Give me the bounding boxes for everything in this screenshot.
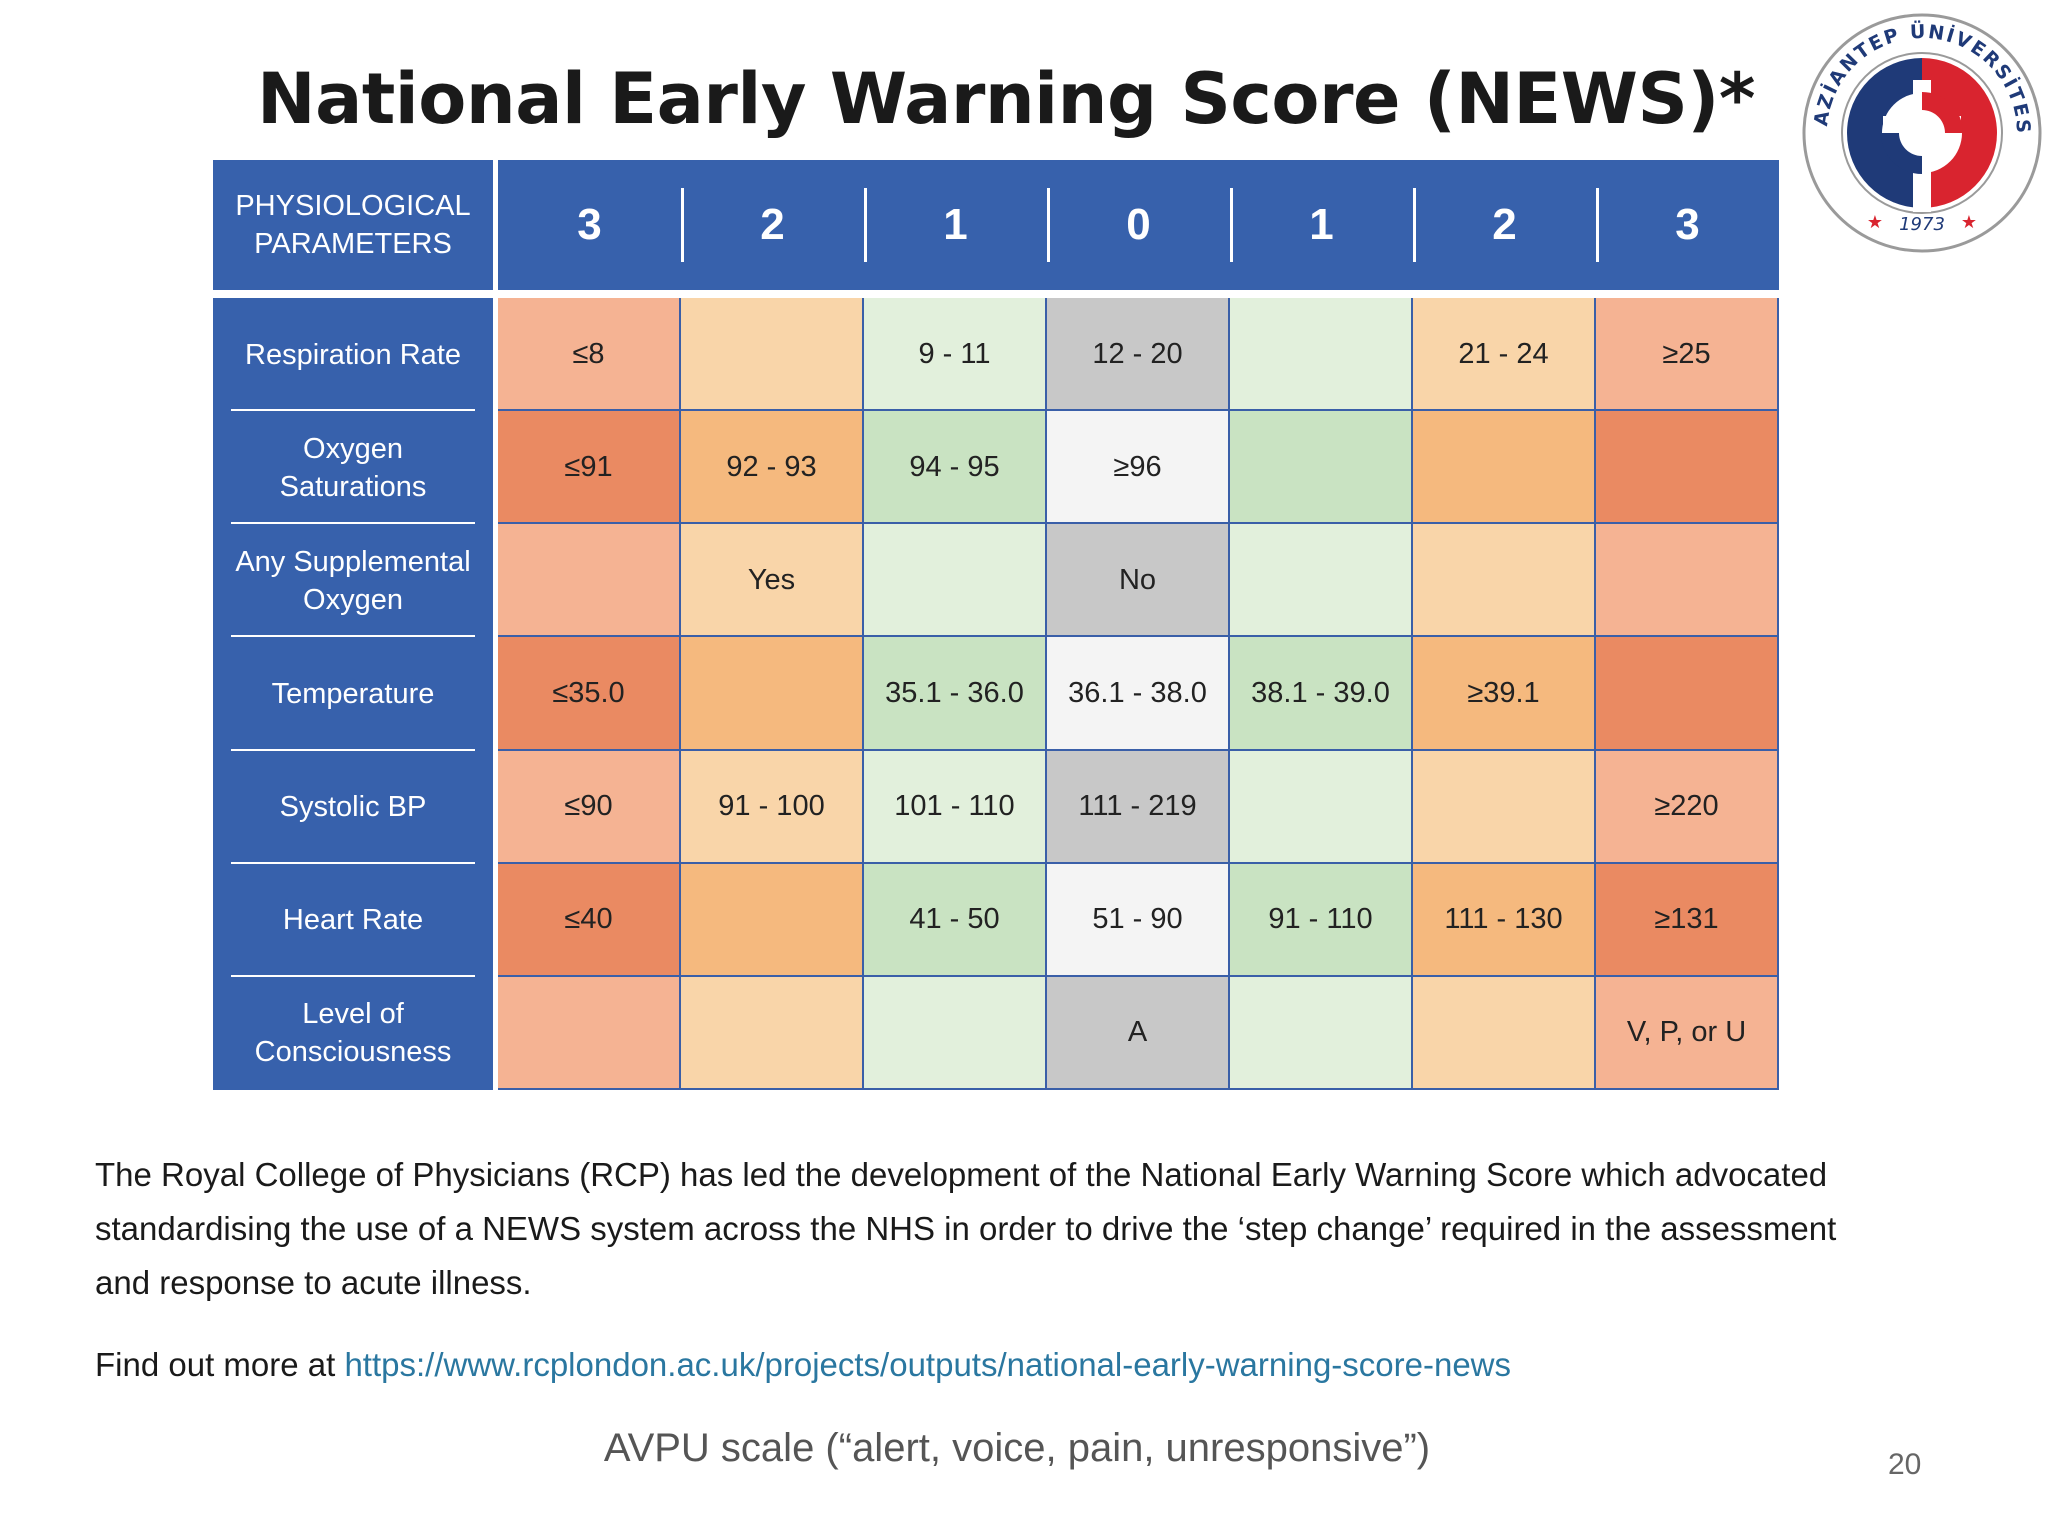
svg-text:★: ★ <box>1961 212 1977 232</box>
score-cell: 51 - 90 <box>1047 863 1230 977</box>
score-cell <box>864 524 1047 638</box>
score-cell: 35.1 - 36.0 <box>864 637 1047 751</box>
score-cell <box>681 637 864 751</box>
score-cell: V, P, or U <box>1596 976 1779 1090</box>
score-cell <box>1230 524 1413 638</box>
avpu-caption: AVPU scale (“alert, voice, pain, unrespo… <box>603 1426 1431 1470</box>
header-parameters: PHYSIOLOGICAL PARAMETERS <box>213 160 498 298</box>
score-cell: ≤35.0 <box>498 637 681 751</box>
parameter-label: Oxygen Saturations <box>213 411 498 525</box>
score-cell: No <box>1047 524 1230 638</box>
header-score: 3 <box>498 160 681 298</box>
score-cell <box>1230 411 1413 525</box>
parameter-label: Heart Rate <box>213 863 498 977</box>
score-cell: ≥39.1 <box>1413 637 1596 751</box>
find-more-label: Find out more at <box>95 1346 345 1383</box>
score-cell: 91 - 110 <box>1230 863 1413 977</box>
score-cell: ≥220 <box>1596 750 1779 864</box>
score-cell: ≥96 <box>1047 411 1230 525</box>
score-cell: Yes <box>681 524 864 638</box>
score-cell: ≤91 <box>498 411 681 525</box>
score-cell: 111 - 219 <box>1047 750 1230 864</box>
rcp-link[interactable]: https://www.rcplondon.ac.uk/projects/out… <box>344 1346 1512 1383</box>
score-cell <box>1230 750 1413 864</box>
description-text: The Royal College of Physicians (RCP) ha… <box>95 1156 1837 1301</box>
score-cell <box>681 976 864 1090</box>
score-cell: 12 - 20 <box>1047 298 1230 412</box>
news-score-table: PHYSIOLOGICAL PARAMETERS 3 2 1 0 1 2 3 Respirati… <box>213 160 1779 1090</box>
header-score: 1 <box>864 160 1047 298</box>
score-cell <box>864 976 1047 1090</box>
score-cell: 36.1 - 38.0 <box>1047 637 1230 751</box>
score-cell <box>1413 524 1596 638</box>
svg-text:★: ★ <box>1867 212 1883 232</box>
score-cell <box>1413 976 1596 1090</box>
score-cell <box>681 863 864 977</box>
score-cell: 9 - 11 <box>864 298 1047 412</box>
score-cell <box>1413 750 1596 864</box>
score-cell <box>681 298 864 412</box>
parameter-label: Level of Consciousness <box>213 976 498 1090</box>
score-cell <box>1596 411 1779 525</box>
university-logo-icon: GAZİANTEP ÜNİVERSİTESİ 1973 ★ ★ <box>1797 8 2042 253</box>
score-cell: 94 - 95 <box>864 411 1047 525</box>
score-cell: A <box>1047 976 1230 1090</box>
page-title: National Early Warning Score (NEWS)* <box>257 58 1755 140</box>
score-cell: 91 - 100 <box>681 750 864 864</box>
score-cell <box>498 976 681 1090</box>
score-cell <box>1230 976 1413 1090</box>
find-more-line: Find out more at https://www.rcplondon.a… <box>95 1346 1511 1384</box>
score-cell: 41 - 50 <box>864 863 1047 977</box>
score-cell <box>498 524 681 638</box>
score-cell: 101 - 110 <box>864 750 1047 864</box>
header-score: 3 <box>1596 160 1779 298</box>
parameter-label: Temperature <box>213 637 498 751</box>
score-cell: ≤90 <box>498 750 681 864</box>
header-score: 1 <box>1230 160 1413 298</box>
logo-year: 1973 <box>1899 214 1945 235</box>
score-cell: 38.1 - 39.0 <box>1230 637 1413 751</box>
score-cell <box>1230 298 1413 412</box>
score-cell <box>1596 524 1779 638</box>
score-cell <box>1596 637 1779 751</box>
header-score: 2 <box>1413 160 1596 298</box>
score-cell: ≥131 <box>1596 863 1779 977</box>
parameter-label: Systolic BP <box>213 750 498 864</box>
score-cell: 21 - 24 <box>1413 298 1596 412</box>
score-cell <box>1413 411 1596 525</box>
header-score: 2 <box>681 160 864 298</box>
header-score: 0 <box>1047 160 1230 298</box>
parameter-label: Respiration Rate <box>213 298 498 412</box>
score-cell: ≥25 <box>1596 298 1779 412</box>
page-number: 20 <box>1888 1448 1922 1481</box>
score-cell: ≤40 <box>498 863 681 977</box>
parameter-label: Any Supplemental Oxygen <box>213 524 498 638</box>
score-cell: 111 - 130 <box>1413 863 1596 977</box>
score-cell: 92 - 93 <box>681 411 864 525</box>
score-cell: ≤8 <box>498 298 681 412</box>
